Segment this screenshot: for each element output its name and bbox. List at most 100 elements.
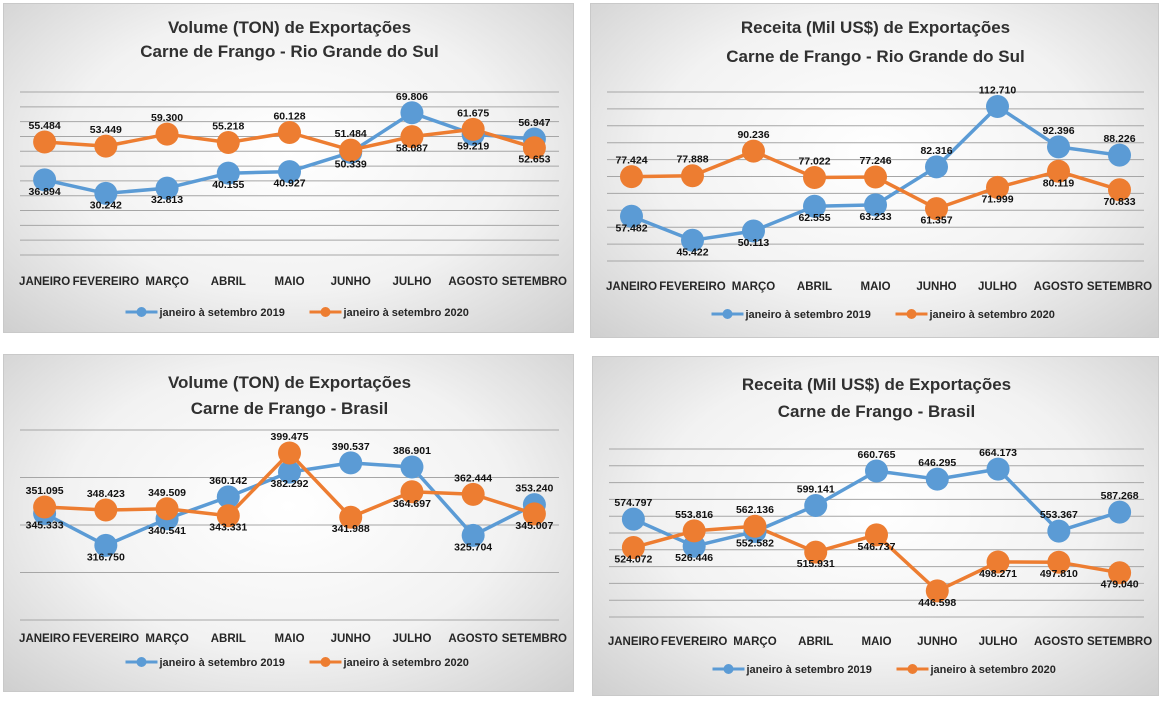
data-label-2020: 51.484 [335,128,367,140]
data-point-2019 [94,533,118,557]
data-label-2019: 553.367 [1040,509,1078,521]
x-tick-label: AGOSTO [448,276,498,288]
data-label-2020: 71.999 [981,193,1013,205]
data-point-2020 [925,579,949,603]
data-point-2020 [925,197,948,221]
chart-volume-brasil-svg: Volume (TON) de Exportações Carne de Fran… [19,373,567,669]
data-label-2020: 59.300 [151,112,183,124]
x-tick-label: MAIO [274,633,304,645]
legend-label-2020: janeiro à setembro 2020 [343,307,469,319]
data-point-2019 [986,94,1009,118]
data-point-2020 [278,441,301,465]
chart-receita-brasil: Receita (Mil US$) de Exportações Carne de… [592,356,1159,696]
legend-swatch-marker-2019 [136,307,147,317]
data-label-2020: 341.988 [332,523,370,535]
data-label-2020: 343.331 [209,522,247,534]
x-tick-label: MAIO [861,636,891,648]
chart-title-line2: Carne de Frango - Rio Grande do Sul [140,42,438,61]
x-tick-label: AGOSTO [448,633,498,645]
data-label-2020: 348.423 [87,488,125,500]
data-point-2020 [461,117,485,141]
x-tick-label: MARÇO [145,276,188,288]
chart-volume-rs: Volume (TON) de Exportações Carne de Fran… [3,3,574,333]
data-label-2019: 325.704 [454,541,492,553]
data-point-2019 [278,160,301,184]
data-label-2020: 77.022 [798,155,830,167]
data-point-2019 [621,507,645,531]
x-tick-label: ABRIL [797,281,832,293]
legend-swatch-marker-2019 [723,664,734,674]
data-label-2019: 646.295 [918,457,956,469]
data-point-2020 [681,164,704,188]
data-point-2020 [803,165,826,189]
data-point-2019 [742,219,765,243]
data-point-2020 [400,480,424,504]
data-label-2019: 386.901 [393,445,431,457]
data-label-2020: 61.675 [457,107,489,119]
x-tick-label: JUNHO [917,636,957,648]
data-label-2020: 479.040 [1101,579,1139,591]
data-label-2020: 546.737 [858,541,896,553]
data-point-2020 [33,495,57,519]
data-label-2020: 77.888 [676,154,708,166]
data-label-2019: 59.219 [457,140,489,152]
data-label-2019: 40.155 [212,179,244,191]
data-label-2020: 524.072 [614,554,652,566]
data-point-2020 [339,138,363,162]
legend-swatch-marker-2019 [722,309,733,319]
x-tick-label: FEVEREIRO [661,636,728,648]
x-tick-label: FEVEREIRO [73,276,140,288]
data-point-2020 [682,519,706,543]
x-tick-label: MAIO [274,276,304,288]
legend-swatch-marker-2020 [320,657,331,667]
data-point-2019 [33,168,57,192]
data-label-2019: 353.240 [515,483,553,495]
data-point-2020 [804,540,828,564]
data-label-2020: 362.444 [454,472,492,484]
legend-label-2020: janeiro à setembro 2020 [930,664,1056,676]
x-tick-label: SETEMBRO [502,633,567,645]
data-point-2019 [400,101,424,125]
data-label-2019: 57.482 [615,222,647,234]
chart-receita-brasil-svg: Receita (Mil US$) de Exportações Carne de… [608,375,1152,676]
legend-label-2020: janeiro à setembro 2020 [343,657,469,669]
data-label-2019: 345.333 [26,519,64,531]
data-point-2019 [155,176,179,200]
data-point-2020 [216,504,240,528]
data-point-2020 [1047,550,1071,574]
x-tick-label: JANEIRO [608,636,659,648]
data-label-2019: 360.142 [209,475,247,487]
data-point-2020 [461,482,485,506]
data-point-2019 [864,193,887,217]
data-point-2019 [681,228,704,252]
data-label-2020: 61.357 [920,215,952,227]
data-point-2020 [216,130,240,154]
data-label-2019: 340.541 [148,525,186,537]
data-label-2019: 63.233 [859,211,891,223]
chart-title-line1: Receita (Mil US$) de Exportações [741,18,1010,37]
data-point-2020 [742,139,765,163]
data-point-2019 [925,467,949,491]
data-point-2019 [1047,135,1070,159]
data-point-2020 [865,523,888,547]
data-label-2020: 80.119 [1043,177,1075,189]
data-point-2019 [804,493,828,517]
data-label-2020: 553.816 [675,509,713,521]
legend-swatch-marker-2020 [906,309,917,319]
data-label-2020: 364.697 [393,498,431,510]
data-point-2020 [522,136,546,160]
x-tick-label: JULHO [392,276,431,288]
data-point-2020 [620,165,643,189]
x-tick-label: ABRIL [211,633,246,645]
data-label-2019: 660.765 [858,449,896,461]
data-label-2020: 562.136 [736,504,774,516]
data-label-2019: 36.894 [29,186,61,198]
data-label-2019: 664.173 [979,447,1017,459]
legend-label-2019: janeiro à setembro 2019 [746,664,872,676]
data-point-2019 [339,451,363,475]
data-point-2019 [925,155,948,179]
x-tick-label: MARÇO [145,633,188,645]
chart-receita-rs: Receita (Mil US$) de Exportações Carne de… [590,3,1159,338]
data-point-2019 [803,194,826,218]
data-label-2019: 526.446 [675,552,713,564]
